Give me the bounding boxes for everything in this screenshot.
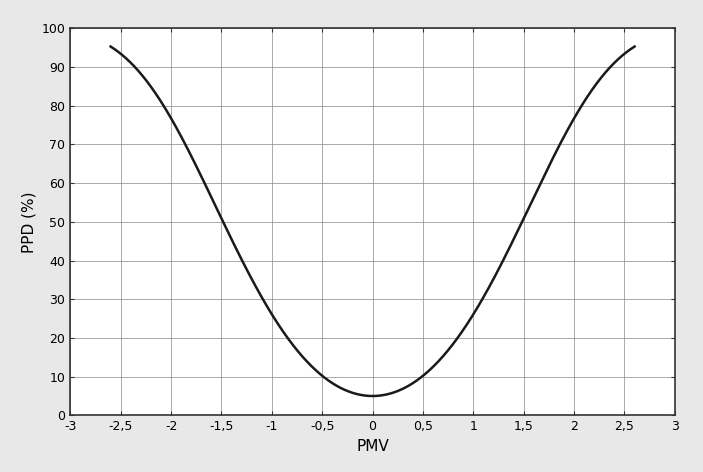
X-axis label: PMV: PMV [356, 439, 389, 454]
Y-axis label: PPD (%): PPD (%) [21, 191, 36, 253]
